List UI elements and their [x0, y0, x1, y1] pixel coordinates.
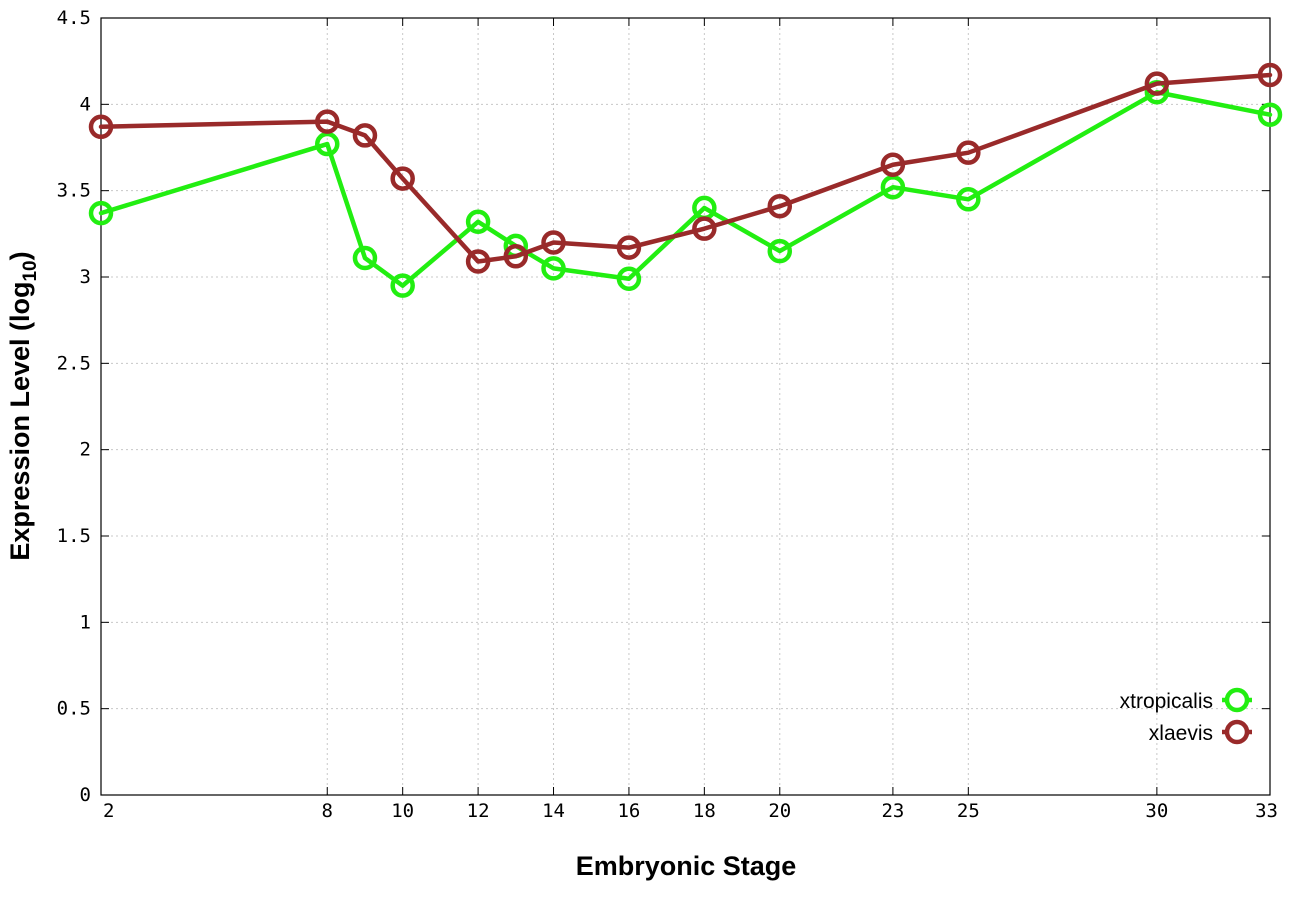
data-point-xlaevis [352, 123, 378, 148]
y-tick-label: 0.5 [57, 698, 91, 720]
x-axis-title: Embryonic Stage [576, 851, 797, 881]
data-point-xtropicalis [465, 209, 491, 234]
x-tick-label: 16 [617, 800, 640, 822]
data-point-xlaevis [616, 235, 642, 260]
y-axis-title: Expression Level (log10) [5, 251, 41, 560]
y-tick-label: 0 [80, 784, 91, 806]
y-tick-label: 3 [80, 266, 91, 288]
x-tick-label: 8 [322, 800, 333, 822]
series-line-xlaevis [98, 72, 1273, 264]
data-point-xlaevis [315, 109, 340, 134]
y-tick-label: 4 [80, 93, 91, 115]
x-tick-label: 18 [693, 800, 716, 822]
data-point-xtropicalis [880, 174, 906, 200]
x-tick-label: 12 [467, 800, 490, 822]
data-point-xlaevis [956, 140, 981, 165]
x-tick-label: 20 [768, 800, 791, 822]
data-point-xlaevis [465, 249, 491, 274]
x-tick-label: 14 [542, 800, 565, 822]
plot-frame [100, 17, 1271, 796]
x-tick-label: 10 [391, 800, 414, 822]
data-point-xtropicalis [767, 238, 793, 264]
y-tick-label: 3.5 [57, 180, 91, 202]
legend-label-xtropicalis: xtropicalis [1120, 690, 1213, 713]
data-point-xtropicalis [390, 273, 415, 298]
data-point-xlaevis [1144, 71, 1170, 96]
x-tick-label: 25 [957, 800, 980, 822]
y-axis-title-subscript: 10 [20, 260, 41, 281]
data-point-xtropicalis [315, 131, 340, 157]
series-xlaevis [88, 62, 1283, 274]
x-tick-label: 2 [103, 800, 114, 822]
data-point-xlaevis [390, 166, 415, 191]
data-point-xtropicalis [616, 266, 642, 291]
data-point-xlaevis [767, 193, 793, 219]
legend-swatch-marker-xtropicalis [1224, 687, 1250, 713]
grid [101, 18, 1270, 795]
y-tick-label: 1 [80, 611, 91, 633]
legend: xtropicalis xlaevis [1120, 687, 1252, 745]
y-tick-label: 4.5 [57, 7, 91, 29]
y-tick-label: 2.5 [57, 352, 91, 374]
x-tick-label: 33 [1255, 800, 1278, 822]
x-tick-label: 30 [1145, 800, 1168, 822]
data-point-xlaevis [692, 216, 717, 241]
legend-label-xlaevis: xlaevis [1149, 722, 1213, 745]
data-point-xlaevis [88, 114, 114, 140]
series [88, 62, 1283, 298]
data-point-xtropicalis [1257, 102, 1283, 127]
data-point-xlaevis [503, 244, 529, 269]
data-point-xlaevis [541, 230, 566, 255]
series-xtropicalis [88, 79, 1283, 298]
axes: 0 0.5 1 1.5 2 2.5 3 3.5 4 4.5 2 8 10 12 14 16 18 20 23 25 30… [57, 7, 1278, 822]
y-tick-label: 2 [80, 439, 91, 461]
data-point-xtropicalis [352, 245, 378, 271]
x-tick-label: 23 [881, 800, 904, 822]
y-axis-title-suffix: ) [5, 251, 35, 260]
data-point-xtropicalis [956, 187, 981, 212]
legend-swatch-marker-xlaevis [1224, 719, 1250, 745]
data-point-xtropicalis [541, 256, 566, 281]
data-point-xlaevis [1257, 62, 1283, 88]
y-axis-title-main: Expression Level (log [5, 282, 35, 561]
y-tick-label: 1.5 [57, 525, 91, 547]
data-point-xtropicalis [88, 200, 114, 226]
data-point-xlaevis [880, 152, 906, 178]
